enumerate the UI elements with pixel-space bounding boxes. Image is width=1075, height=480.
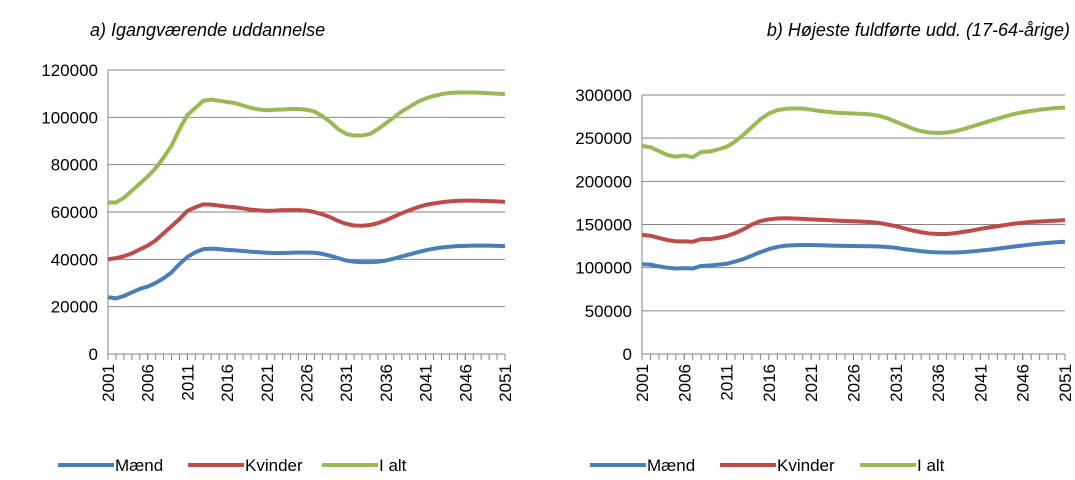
x-tick-label: 2011 <box>718 364 737 401</box>
x-tick-label: 2026 <box>298 364 317 402</box>
x-tick-label: 2031 <box>887 364 906 402</box>
x-tick-label: 2026 <box>845 364 864 402</box>
x-tick-label: 2021 <box>802 364 821 402</box>
x-tick-label: 2006 <box>139 364 158 402</box>
y-tick-label: 0 <box>623 345 632 364</box>
legend-label: I alt <box>379 456 407 475</box>
y-tick-label: 300000 <box>575 86 632 105</box>
y-tick-label: 50000 <box>585 302 632 321</box>
series-line <box>641 216 1066 244</box>
series-line <box>641 105 1066 160</box>
y-tick-label: 200000 <box>575 172 632 191</box>
y-tick-label: 150000 <box>575 216 632 235</box>
x-tick-label: 2046 <box>1014 364 1033 402</box>
series-line <box>107 198 506 262</box>
x-tick-label: 2036 <box>377 364 396 402</box>
series-line <box>107 243 506 301</box>
y-tick-label: 120000 <box>41 61 98 80</box>
y-tick-label: 80000 <box>51 156 98 175</box>
y-tick-label: 100000 <box>41 108 98 127</box>
x-tick-label: 2041 <box>971 364 990 402</box>
x-tick-label: 2016 <box>218 364 237 402</box>
legend-label: Kvinder <box>777 456 835 475</box>
y-tick-label: 0 <box>89 345 98 364</box>
chart-title: b) Højeste fuldførte udd. (17-64-årige) <box>767 20 1070 40</box>
x-tick-label: 2016 <box>760 364 779 402</box>
x-tick-label: 2031 <box>337 364 356 402</box>
x-tick-label: 2051 <box>496 364 515 402</box>
y-tick-label: 100000 <box>575 259 632 278</box>
x-tick-label: 2006 <box>675 364 694 402</box>
x-tick-label: 2001 <box>633 364 652 402</box>
x-tick-label: 2021 <box>258 364 277 402</box>
legend-label: Mænd <box>115 456 163 475</box>
y-tick-label: 40000 <box>51 250 98 269</box>
x-tick-label: 2041 <box>417 364 436 402</box>
series-line <box>641 239 1066 271</box>
legend-label: Kvinder <box>245 456 303 475</box>
chart-title: a) Igangværende uddannelse <box>90 20 325 40</box>
legend-label: Mænd <box>647 456 695 475</box>
x-tick-label: 2036 <box>929 364 948 402</box>
x-tick-label: 2011 <box>178 364 197 401</box>
x-tick-label: 2001 <box>99 364 118 402</box>
series-line <box>108 90 506 205</box>
y-tick-label: 60000 <box>51 203 98 222</box>
legend-label: I alt <box>917 456 945 475</box>
x-tick-label: 2051 <box>1056 364 1075 402</box>
x-tick-label: 2046 <box>456 364 475 402</box>
y-tick-label: 250000 <box>575 129 632 148</box>
y-tick-label: 20000 <box>51 298 98 317</box>
